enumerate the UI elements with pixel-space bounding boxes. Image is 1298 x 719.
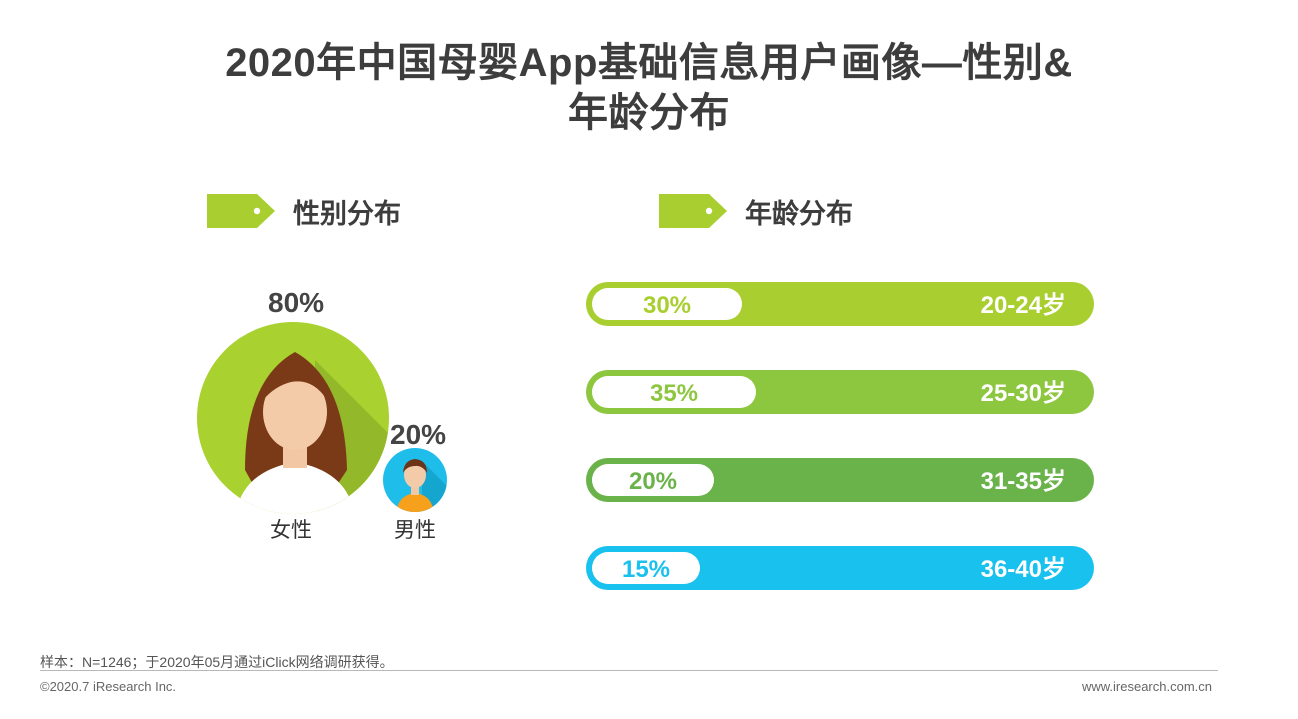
age-bar-group: 20% 31-35岁 xyxy=(586,458,1094,502)
age-category-label: 20-24岁 xyxy=(981,291,1066,319)
female-label: 女性 xyxy=(270,519,312,542)
footer-divider xyxy=(40,670,1218,671)
age-category-label: 36-40岁 xyxy=(981,555,1066,583)
age-value-pill xyxy=(592,288,742,320)
age-section-header: 年龄分布 xyxy=(659,193,853,229)
male-avatar-icon xyxy=(383,448,447,512)
title-line-2: 年龄分布 xyxy=(568,91,730,135)
male-label: 男性 xyxy=(394,519,436,542)
website-link[interactable]: www.iresearch.com.cn xyxy=(1081,679,1212,694)
age-value-label: 35% xyxy=(650,380,698,407)
age-bar-chart: 30% 20-24岁 35% 25-30岁 20% 31-35岁 15% 36-40岁 xyxy=(586,282,1094,590)
age-category-label: 25-30岁 xyxy=(981,379,1066,407)
title-line-1: 2020年中国母婴App基础信息用户画像—性别& xyxy=(225,41,1073,85)
female-percent: 80% xyxy=(268,287,325,318)
tag-icon xyxy=(207,194,275,228)
age-value-pill xyxy=(592,376,756,408)
age-bar-group: 35% 25-30岁 xyxy=(586,370,1094,414)
tag-icon xyxy=(659,194,727,228)
female-avatar-icon xyxy=(197,322,389,514)
age-value-label: 30% xyxy=(643,292,691,319)
gender-section-title: 性别分布 xyxy=(293,198,401,229)
copyright: ©2020.7 iResearch Inc. xyxy=(40,679,177,694)
age-value-pill xyxy=(592,552,700,584)
age-bar xyxy=(586,546,1094,590)
age-bar-group: 15% 36-40岁 xyxy=(586,546,1094,590)
age-bar-group: 30% 20-24岁 xyxy=(586,282,1094,326)
sample-note: 样本：N=1246；于2020年05月通过iClick网络调研获得。 xyxy=(40,654,394,670)
age-value-label: 15% xyxy=(622,556,670,583)
age-bar xyxy=(586,458,1094,502)
page-title: 2020年中国母婴App基础信息用户画像—性别& 年龄分布 xyxy=(0,38,1298,138)
gender-section-header: 性别分布 xyxy=(207,193,401,229)
age-value-pill xyxy=(592,464,714,496)
male-percent: 20% xyxy=(390,419,447,450)
age-category-label: 31-35岁 xyxy=(981,467,1066,495)
age-value-label: 20% xyxy=(629,468,677,495)
age-section-title: 年龄分布 xyxy=(745,198,853,229)
